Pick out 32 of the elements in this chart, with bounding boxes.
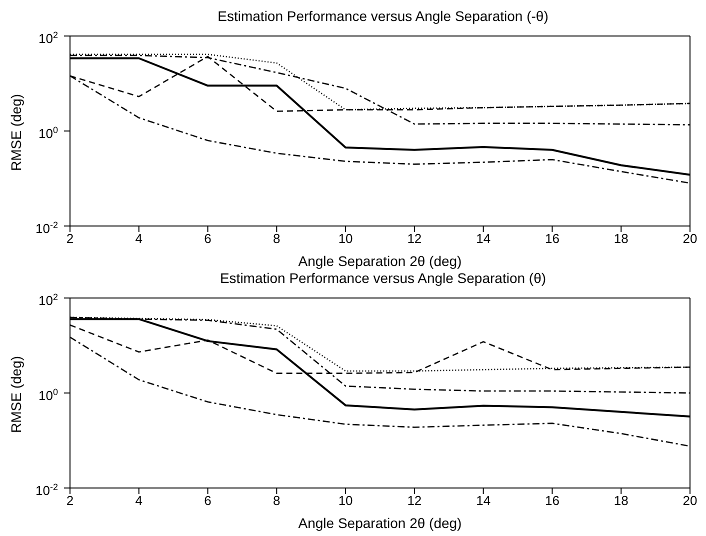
y-tick-label: 10$^{-2}$: [36, 220, 58, 236]
x-tick-label: 12: [407, 493, 422, 508]
x-tick-label: 8: [273, 231, 280, 246]
y-tick-label: 10$^{0}$: [38, 125, 58, 141]
x-tick-label: 4: [135, 231, 143, 246]
y-tick-label: 10$^{2}$: [38, 30, 58, 46]
x-tick-label: 14: [476, 231, 491, 246]
x-tick-label: 16: [544, 493, 560, 508]
x-tick-label: 12: [407, 231, 422, 246]
y-axis-title: RMSE (deg): [8, 356, 24, 433]
chart-title: Estimation Performance versus Angle Separation (-θ): [216, 8, 550, 26]
y-tick-label: 10$^{0}$: [38, 387, 58, 403]
x-tick-label: 2: [66, 493, 74, 508]
y-axis-title: RMSE (deg): [8, 94, 24, 171]
x-tick-label: 14: [476, 493, 491, 508]
x-tick-label: 6: [204, 493, 212, 508]
x-tick-label: 16: [544, 231, 560, 246]
x-tick-label: 20: [682, 231, 698, 246]
y-tick-label: 10$^{-2}$: [36, 482, 58, 498]
x-tick-label: 20: [682, 493, 698, 508]
chart-title: Estimation Performance versus Angle Separation (θ): [218, 270, 548, 288]
x-tick-label: 4: [135, 493, 143, 508]
x-tick-label: 18: [614, 493, 628, 508]
x-tick-label: 8: [273, 493, 280, 508]
x-axis-title: Angle Separation 2θ (deg): [298, 515, 462, 531]
x-tick-label: 10: [338, 493, 353, 508]
x-tick-label: 2: [66, 231, 74, 246]
x-axis-title: Angle Separation 2θ (deg): [298, 253, 462, 269]
y-tick-label: 10$^{2}$: [38, 292, 58, 308]
x-tick-label: 18: [614, 231, 628, 246]
x-tick-label: 10: [338, 231, 353, 246]
x-tick-label: 6: [204, 231, 212, 246]
